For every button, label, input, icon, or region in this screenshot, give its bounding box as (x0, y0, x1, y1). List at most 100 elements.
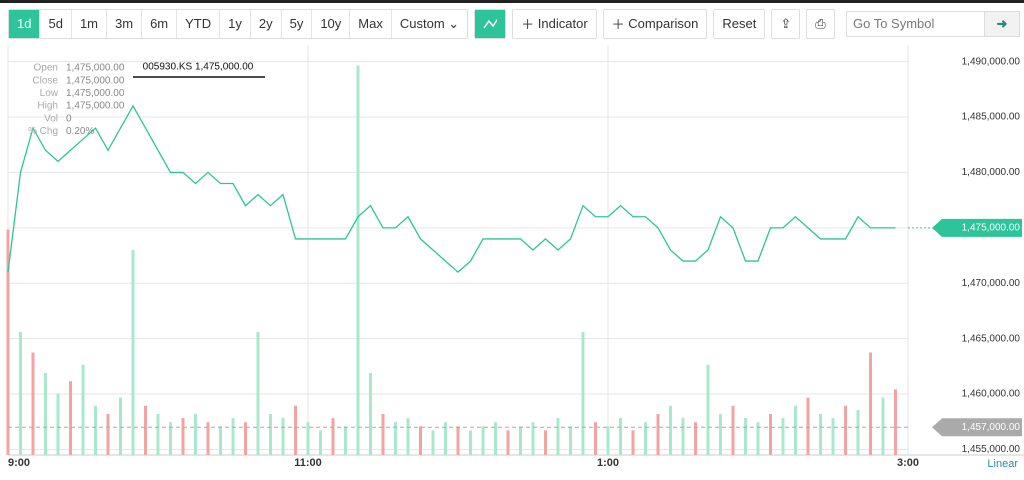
volume-bar (669, 405, 672, 455)
volume-bar (331, 418, 335, 455)
volume-bar (269, 414, 272, 455)
volume-bar (631, 430, 635, 455)
y-tick-label: 1,465,000.00 (962, 333, 1021, 344)
volume-bar (156, 414, 160, 455)
volume-bar (744, 418, 747, 455)
x-tick-label: 3:00 (897, 457, 919, 469)
share-button[interactable]: ⇪ (780, 15, 792, 31)
symbol-search[interactable]: Go To Symbol ➜ (846, 10, 1020, 37)
volume-bar (856, 409, 860, 455)
volume-bar (81, 364, 85, 455)
price-label: 1,475,000.00 (962, 222, 1021, 233)
hover-label: Low (40, 88, 59, 99)
toolbar: 1d 5d 1m 3m 6m YTD 1y 2y 5y 10y Max Custom ⌄ ＋ Indi… (0, 0, 1024, 44)
volume-bar (681, 418, 685, 455)
indicator-button[interactable]: ＋ Indicator (521, 16, 588, 32)
chart-type-button[interactable] (475, 9, 506, 38)
volume-bar (19, 332, 22, 455)
comparison-button[interactable]: ＋ Comparison (611, 16, 699, 32)
range-button[interactable]: 6m (142, 9, 178, 38)
volume-bar (119, 397, 122, 455)
volume-bar (394, 422, 397, 455)
range-button[interactable]: 2y (251, 9, 282, 38)
range-button[interactable]: 1d (9, 9, 41, 38)
reference-label: 1,457,000.00 (962, 422, 1021, 433)
y-tick-label: 1,490,000.00 (962, 56, 1021, 67)
volume-bar (31, 352, 35, 455)
range-button[interactable]: 5y (282, 9, 313, 38)
volume-bar (256, 332, 260, 455)
hover-value: 0 (66, 113, 72, 124)
x-tick-label: 1:00 (597, 457, 619, 469)
comparison-label: Comparison (628, 16, 699, 31)
volume-bar (819, 414, 822, 455)
hover-value: 0.20% (66, 126, 94, 137)
range-button[interactable]: Max (350, 9, 392, 38)
range-button[interactable]: YTD (177, 9, 221, 38)
hover-value: 1,475,000.00 (66, 101, 125, 112)
hover-value: 1,475,000.00 (66, 75, 125, 86)
volume-bar (219, 426, 222, 455)
range-button[interactable]: 1y (220, 9, 251, 38)
volume-bar (831, 418, 835, 455)
range-button[interactable]: 10y (312, 9, 351, 38)
volume-bar (56, 393, 60, 455)
reset-button[interactable]: Reset (722, 16, 757, 31)
price-line (7, 104, 896, 274)
volume-bar (306, 422, 310, 455)
custom-button[interactable]: Custom ⌄ (399, 15, 460, 31)
volume-bar (869, 352, 872, 455)
volume-bar (644, 422, 647, 455)
volume-bar (544, 430, 547, 455)
indicator-label: Indicator (537, 16, 588, 31)
y-tick-label: 1,455,000.00 (962, 444, 1021, 455)
print-button[interactable]: ⎙ (815, 15, 826, 31)
hover-value: 1,475,000.00 (66, 63, 125, 74)
volume-bar (369, 373, 372, 455)
volume-bar (794, 405, 797, 455)
volume-bar (619, 418, 622, 455)
volume-bar (319, 430, 322, 455)
hover-label: Open (34, 63, 58, 74)
volume-bar (244, 422, 247, 455)
y-tick-label: 1,480,000.00 (962, 167, 1021, 178)
volume-bar (881, 397, 885, 455)
x-tick-label: 11:00 (294, 457, 322, 469)
scale-label: Linear (987, 458, 1018, 470)
volume-bar (719, 414, 722, 455)
volume-bar (281, 418, 285, 455)
volume-bar (694, 422, 697, 455)
x-tick-label: 9:00 (8, 457, 30, 469)
volume-bar (356, 65, 360, 455)
volume-bar (706, 364, 710, 455)
range-group: 1d 5d 1m 3m 6m YTD 1y 2y 5y 10y Max Custom ⌄ (8, 8, 469, 39)
volume-bar (94, 405, 97, 455)
range-button[interactable]: 5d (40, 9, 72, 38)
volume-bar (406, 418, 410, 455)
volume-bar (6, 229, 10, 455)
range-button[interactable]: 3m (107, 9, 143, 38)
volume-bar (69, 381, 72, 455)
hover-value: 1,475,000.00 (66, 88, 125, 99)
volume-bar (581, 332, 585, 455)
range-button[interactable]: 1m (72, 9, 107, 38)
volume-bar (181, 418, 185, 455)
volume-bar (569, 426, 572, 455)
tooltip: 005930.KS 1,475,000.00 (143, 62, 254, 73)
volume-bar (294, 405, 297, 455)
volume-bar (506, 430, 510, 455)
volume-bar (194, 414, 197, 455)
volume-bar (456, 426, 460, 455)
volume-bar (431, 430, 435, 455)
volume-bar (781, 418, 785, 455)
volume-bar (444, 422, 447, 455)
price-tag (932, 218, 1022, 237)
volume-bar (656, 414, 660, 455)
search-placeholder: Go To Symbol (853, 16, 935, 31)
volume-bar (344, 426, 347, 455)
hover-label: Vol (44, 113, 58, 124)
volume-bar (144, 405, 147, 455)
y-tick-label: 1,460,000.00 (962, 389, 1021, 400)
